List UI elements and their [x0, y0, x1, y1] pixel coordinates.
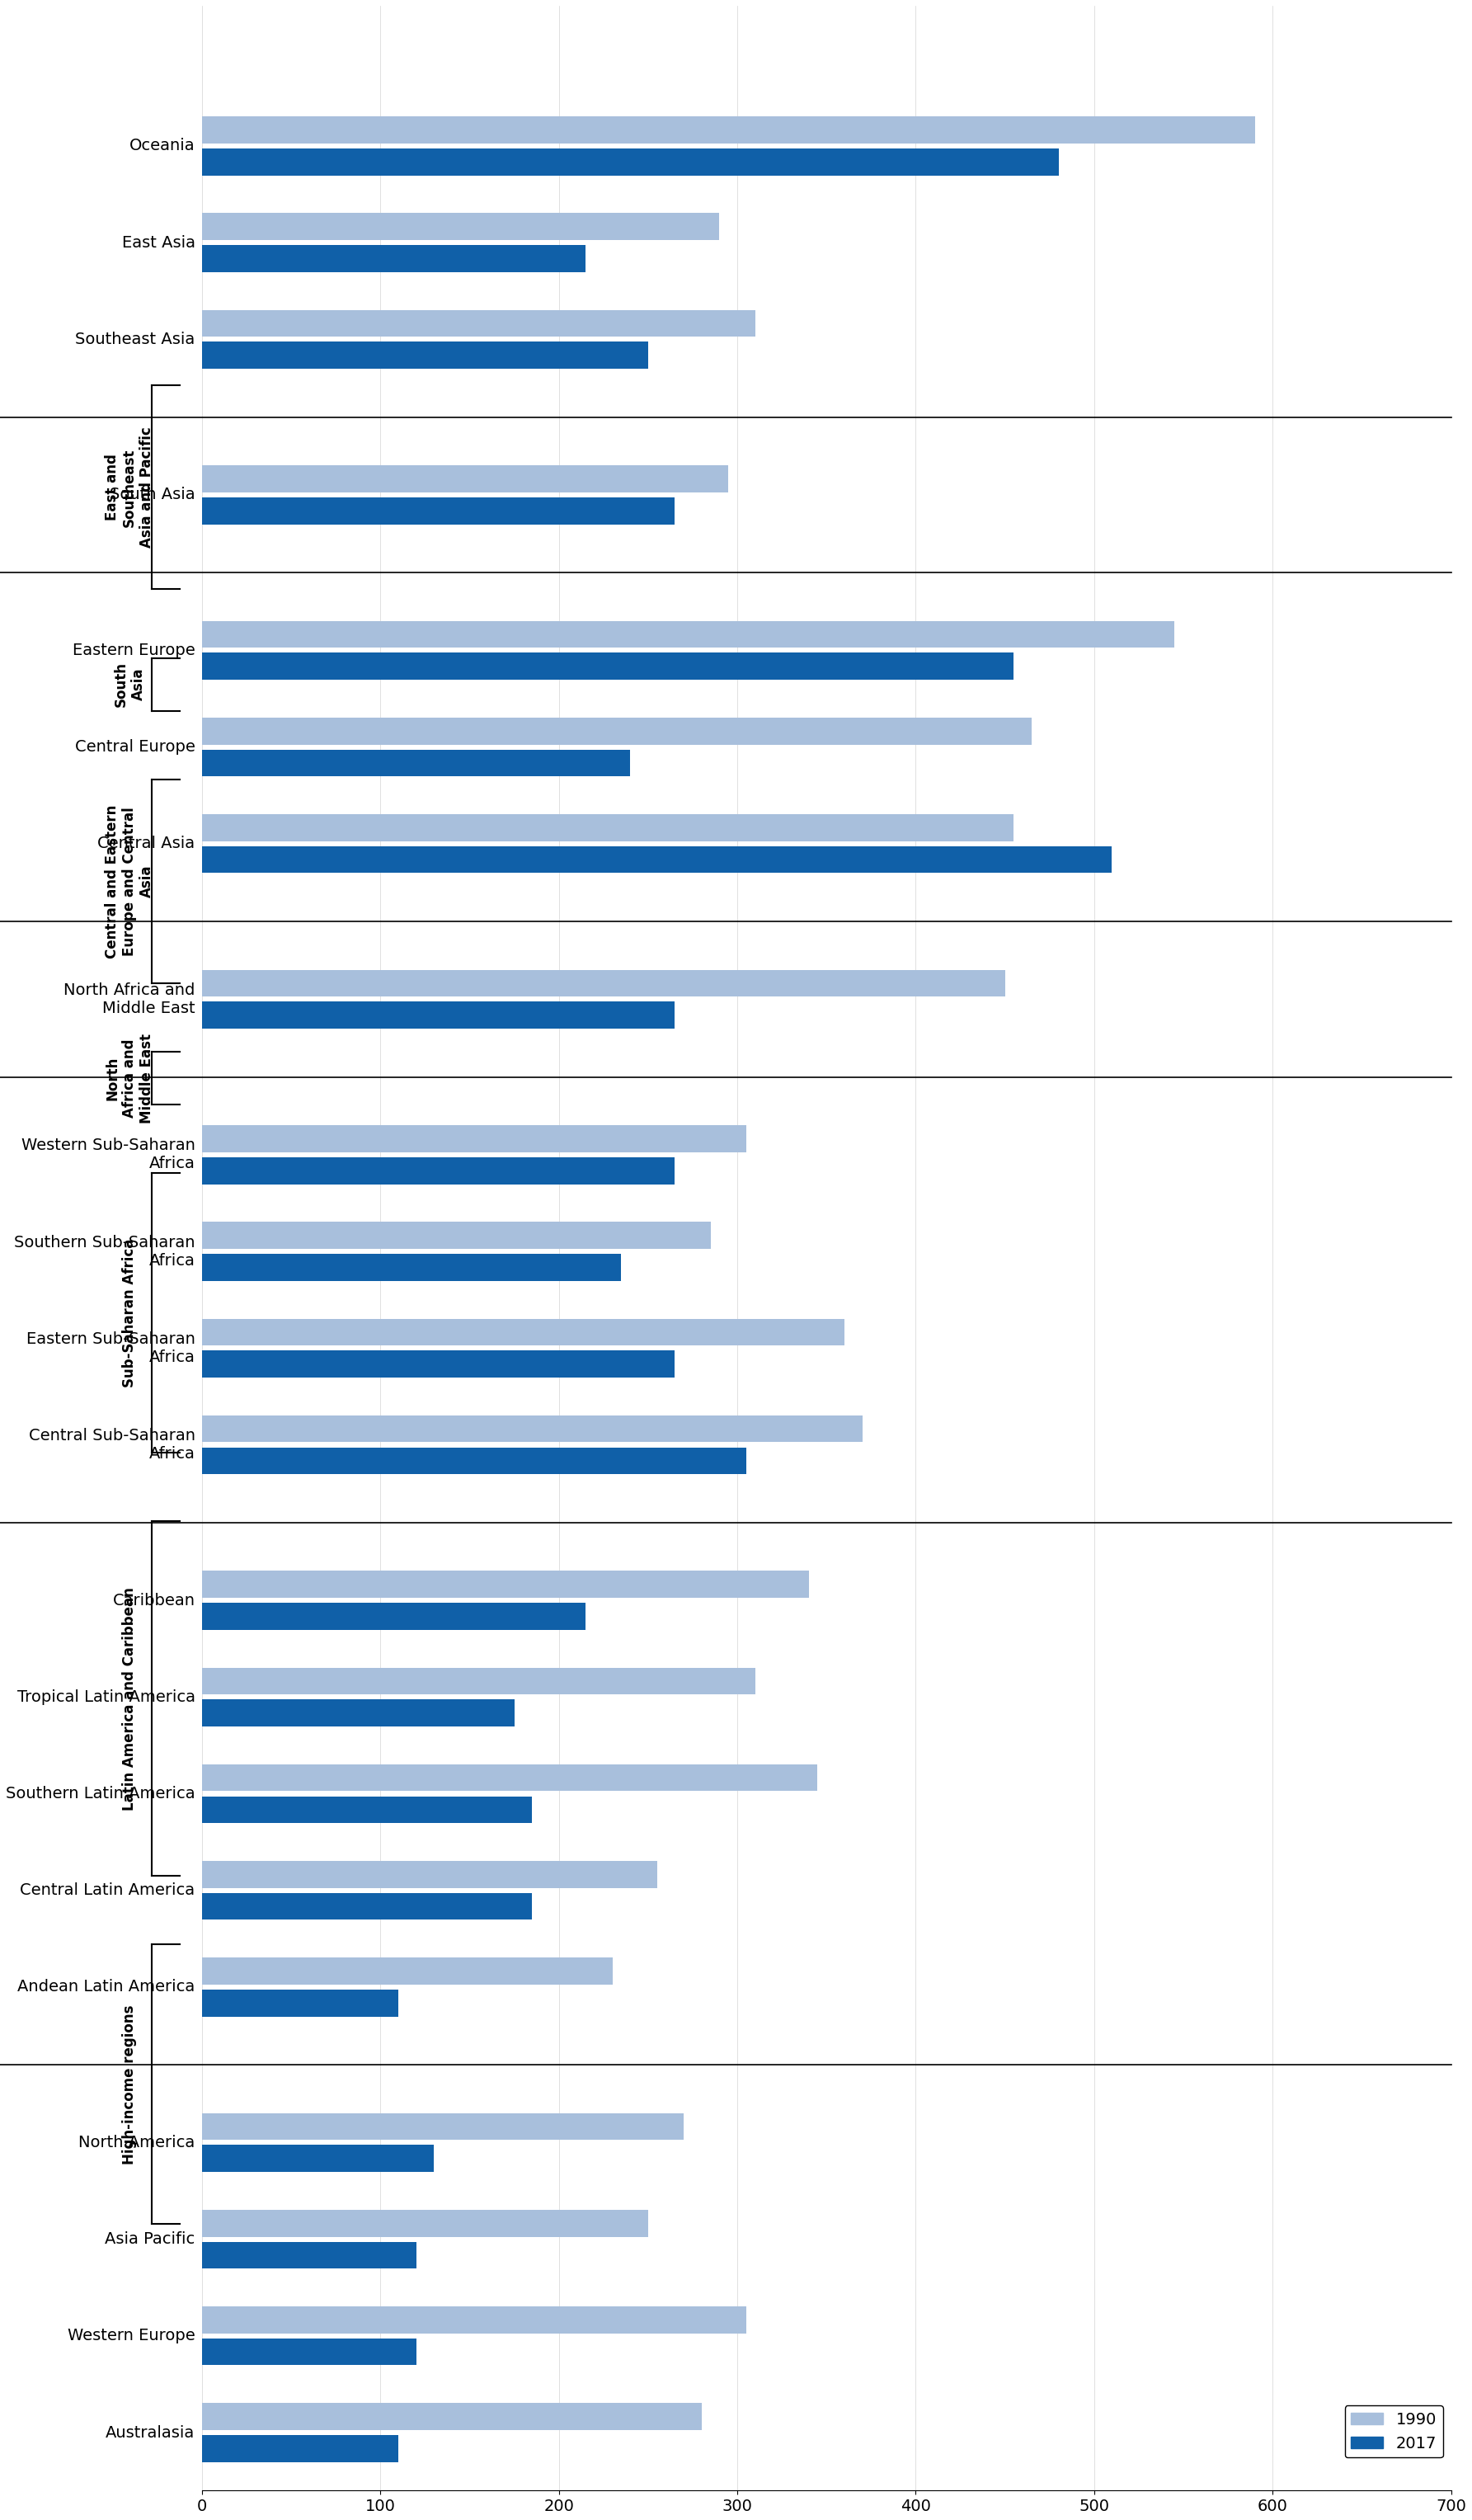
Bar: [202, 2339, 417, 2366]
Bar: [202, 970, 1005, 998]
Text: Latin America and Caribbean: Latin America and Caribbean: [122, 1588, 137, 1809]
Bar: [202, 214, 720, 239]
Bar: [202, 1797, 531, 1822]
Text: South
Asia: South Asia: [113, 663, 146, 708]
Bar: [202, 1126, 746, 1152]
Bar: [202, 1570, 808, 1598]
Bar: [202, 2243, 417, 2268]
Legend: 1990, 2017: 1990, 2017: [1344, 2407, 1443, 2457]
Bar: [202, 2306, 746, 2334]
Bar: [202, 466, 729, 491]
Bar: [202, 116, 1254, 144]
Bar: [202, 1255, 621, 1280]
Bar: [202, 343, 648, 368]
Bar: [202, 1668, 755, 1693]
Bar: [202, 718, 1032, 743]
Bar: [202, 1764, 817, 1792]
Bar: [202, 1157, 674, 1184]
Bar: [202, 310, 755, 338]
Bar: [202, 847, 1111, 872]
Bar: [202, 653, 1014, 680]
Bar: [202, 1893, 531, 1920]
Bar: [202, 1222, 711, 1250]
Text: High-income regions: High-income regions: [122, 2003, 137, 2165]
Text: North
Africa and
Middle East: North Africa and Middle East: [105, 1033, 155, 1124]
Bar: [202, 1318, 845, 1346]
Bar: [202, 1446, 746, 1474]
Text: Central and Eastern
Europe and Central
Asia: Central and Eastern Europe and Central A…: [105, 804, 155, 958]
Bar: [202, 244, 586, 272]
Bar: [202, 1958, 612, 1983]
Bar: [202, 2434, 399, 2462]
Text: Sub-Saharan Africa: Sub-Saharan Africa: [122, 1237, 137, 1389]
Bar: [202, 814, 1014, 842]
Bar: [202, 496, 674, 524]
Text: East and
Southeast
Asia and Pacific: East and Southeast Asia and Pacific: [105, 426, 155, 547]
Bar: [202, 1698, 514, 1726]
Bar: [202, 748, 630, 776]
Bar: [202, 2210, 648, 2238]
Bar: [202, 620, 1175, 648]
Bar: [202, 2145, 434, 2172]
Bar: [202, 149, 1058, 176]
Bar: [202, 1603, 586, 1630]
Bar: [202, 2114, 684, 2139]
Bar: [202, 1351, 674, 1378]
Bar: [202, 1003, 674, 1028]
Bar: [202, 1860, 657, 1887]
Bar: [202, 2404, 702, 2429]
Bar: [202, 1988, 399, 2016]
Bar: [202, 1416, 863, 1441]
